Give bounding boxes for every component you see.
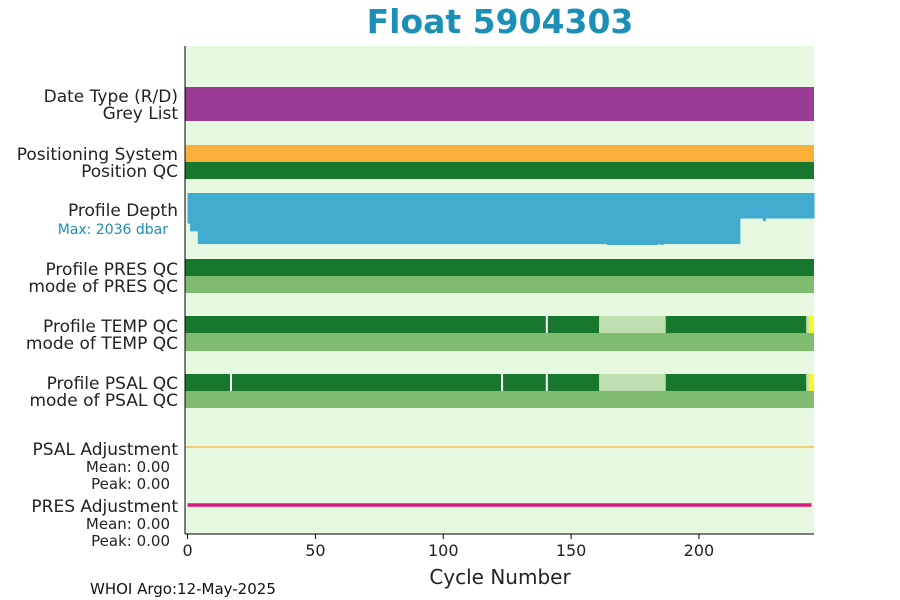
row-label-profile-psal-qc: Profile PSAL QC	[47, 374, 178, 394]
psal-qc-gap-2	[545, 374, 548, 391]
mode-psal-qc-bar-0	[185, 391, 814, 408]
row-label-mode-of-pres-qc: mode of PRES QC	[28, 277, 178, 297]
axes-layer: 0 50 100 150 200	[182, 46, 814, 560]
profile-psal-qc-bar-1	[599, 374, 666, 391]
temp-qc-gap-0	[545, 316, 548, 333]
row-label-mode-of-psal-qc: mode of PSAL QC	[29, 391, 178, 411]
profile-depth-bar-8	[762, 193, 766, 222]
bar-layer	[185, 87, 815, 507]
profile-depth-bar-3	[606, 193, 659, 245]
profile-psal-qc-bar-2	[665, 374, 807, 391]
profile-depth-bar-2	[197, 193, 608, 245]
profile-depth-bar-4	[658, 193, 662, 245]
position-qc-bar-0	[185, 162, 814, 179]
row-label-pres-adjustment: PRES Adjustment	[31, 497, 178, 517]
profile-depth-bar-0	[187, 193, 191, 224]
profile-depth-bar-1	[190, 193, 199, 232]
chart-title: Float 5904303	[366, 2, 634, 41]
mode-pres-qc-bar-0	[185, 276, 814, 293]
row-label-grey-list: Grey List	[103, 104, 179, 124]
psal-qc-gap-0	[230, 374, 233, 391]
x-axis-label: Cycle Number	[429, 565, 571, 589]
profile-depth-bar-5	[660, 193, 664, 245]
profile-depth-bar-9	[765, 193, 815, 219]
x-tick-label-200: 200	[684, 541, 715, 560]
x-tick-label-100: 100	[428, 541, 459, 560]
positioning-system-bar-0	[185, 145, 814, 162]
x-tick-label-0: 0	[182, 541, 192, 560]
row-label-profile-pres-qc: Profile PRES QC	[45, 260, 178, 280]
footer-credit: WHOI Argo:12-May-2025	[90, 580, 276, 598]
profile-temp-qc-bar-0	[185, 316, 600, 333]
psal-adjustment-mean: Mean: 0.00	[86, 458, 170, 476]
profile-depth-bar-6	[663, 193, 741, 245]
row-label-mode-of-temp-qc: mode of TEMP QC	[26, 334, 178, 354]
profile-temp-qc-bar-1	[599, 316, 666, 333]
profile-temp-qc-bar-2	[665, 316, 807, 333]
psal-adjustment-peak: Peak: 0.00	[91, 475, 170, 493]
row-label-profile-depth: Profile Depth	[68, 201, 178, 221]
profile-temp-qc-bar-3	[806, 316, 809, 333]
profile-pres-qc-bar-0	[185, 259, 814, 276]
mode-temp-qc-bar-0	[185, 333, 814, 351]
profile-psal-qc-bar-0	[185, 374, 600, 391]
row-label-psal-adjustment: PSAL Adjustment	[33, 440, 179, 460]
psal-qc-gap-1	[501, 374, 504, 391]
profile-psal-qc-bar-3	[806, 374, 809, 391]
row-label-date-type-r-d: Date Type (R/D)	[44, 87, 178, 107]
x-tick-label-50: 50	[305, 541, 325, 560]
date-type-bar-0	[185, 87, 814, 121]
profile-depth-max-label: Max: 2036 dbar	[58, 222, 169, 238]
x-tick-label-150: 150	[556, 541, 587, 560]
pres-adjustment-peak: Peak: 0.00	[91, 532, 170, 550]
row-label-position-qc: Position QC	[81, 162, 178, 182]
profile-psal-qc-bar-4	[808, 374, 814, 391]
row-labels: Date Type (R/D)Grey List Positioning Syst…	[17, 87, 179, 550]
row-label-positioning-system: Positioning System	[17, 145, 178, 165]
profile-temp-qc-bar-4	[808, 316, 814, 333]
pres-adjustment-mean: Mean: 0.00	[86, 515, 170, 533]
row-label-profile-temp-qc: Profile TEMP QC	[43, 317, 178, 337]
profile-depth-bar-7	[739, 193, 764, 219]
